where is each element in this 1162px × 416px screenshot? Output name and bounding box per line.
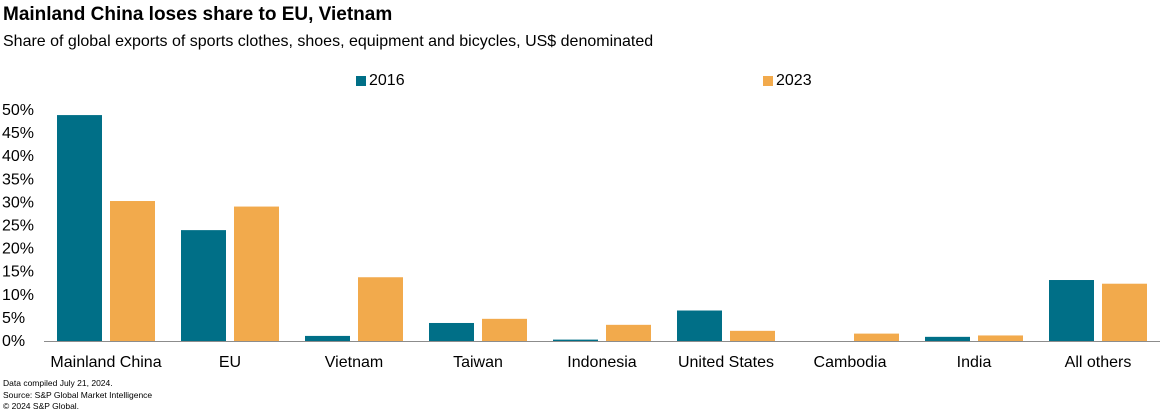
y-tick-label: 30%	[2, 194, 34, 211]
bar-2023-vietnam	[358, 277, 403, 341]
legend-label-2016: 2016	[369, 72, 405, 89]
x-tick-label: Mainland China	[50, 354, 161, 371]
legend-swatch-2016	[356, 76, 366, 86]
y-tick-label: 40%	[2, 148, 34, 165]
y-tick-label: 45%	[2, 125, 34, 142]
x-tick-label: All others	[1065, 354, 1132, 371]
y-tick-label: 15%	[2, 264, 34, 281]
y-tick-label: 5%	[2, 310, 25, 327]
bar-2016-united-states	[677, 310, 722, 341]
x-tick-label: Cambodia	[814, 354, 887, 371]
bar-2023-taiwan	[482, 318, 527, 341]
x-tick-label: Vietnam	[325, 354, 383, 371]
bar-2016-indonesia	[553, 339, 598, 341]
legend-label-2023: 2023	[776, 72, 812, 89]
footnote-data-compiled: Data compiled July 21, 2024.	[3, 378, 113, 388]
y-tick-label: 0%	[2, 333, 25, 350]
bar-2023-united-states	[730, 330, 775, 341]
y-tick-label: 25%	[2, 218, 34, 235]
legend: 2016 2023	[0, 72, 1162, 92]
y-tick-label: 20%	[2, 241, 34, 258]
bar-2016-all-others	[1049, 280, 1094, 341]
bar-2023-mainland-china	[110, 201, 155, 341]
bar-2016-taiwan	[429, 322, 474, 341]
bar-2016-eu	[181, 230, 226, 341]
x-tick-label: India	[957, 354, 992, 371]
chart-subtitle: Share of global exports of sports clothe…	[3, 33, 654, 50]
footnote-copyright: © 2024 S&P Global.	[3, 401, 80, 411]
legend-item-2023: 2023	[763, 72, 812, 90]
bar-2023-indonesia	[606, 324, 651, 341]
legend-item-2016: 2016	[356, 72, 405, 90]
legend-swatch-2023	[763, 76, 773, 86]
x-tick-label: United States	[678, 354, 774, 371]
x-tick-label: EU	[219, 354, 241, 371]
footnotes: Data compiled July 21, 2024. Source: S&P…	[3, 378, 152, 413]
bar-2016-vietnam	[305, 335, 350, 341]
bar-2023-india	[978, 335, 1023, 341]
y-tick-label: 35%	[2, 171, 34, 188]
bar-2023-cambodia	[854, 333, 899, 341]
y-tick-label: 10%	[2, 287, 34, 304]
x-tick-label: Taiwan	[453, 354, 503, 371]
footnote-source: Source: S&P Global Market Intelligence	[3, 389, 153, 400]
y-tick-label: 50%	[2, 102, 34, 119]
x-tick-label: Indonesia	[567, 354, 636, 371]
chart-title: Mainland China loses share to EU, Vietna…	[3, 4, 393, 25]
bar-2023-all-others	[1102, 283, 1147, 341]
bar-2016-india	[925, 336, 970, 341]
bar-2016-mainland-china	[57, 115, 102, 341]
bar-2023-eu	[234, 206, 279, 341]
